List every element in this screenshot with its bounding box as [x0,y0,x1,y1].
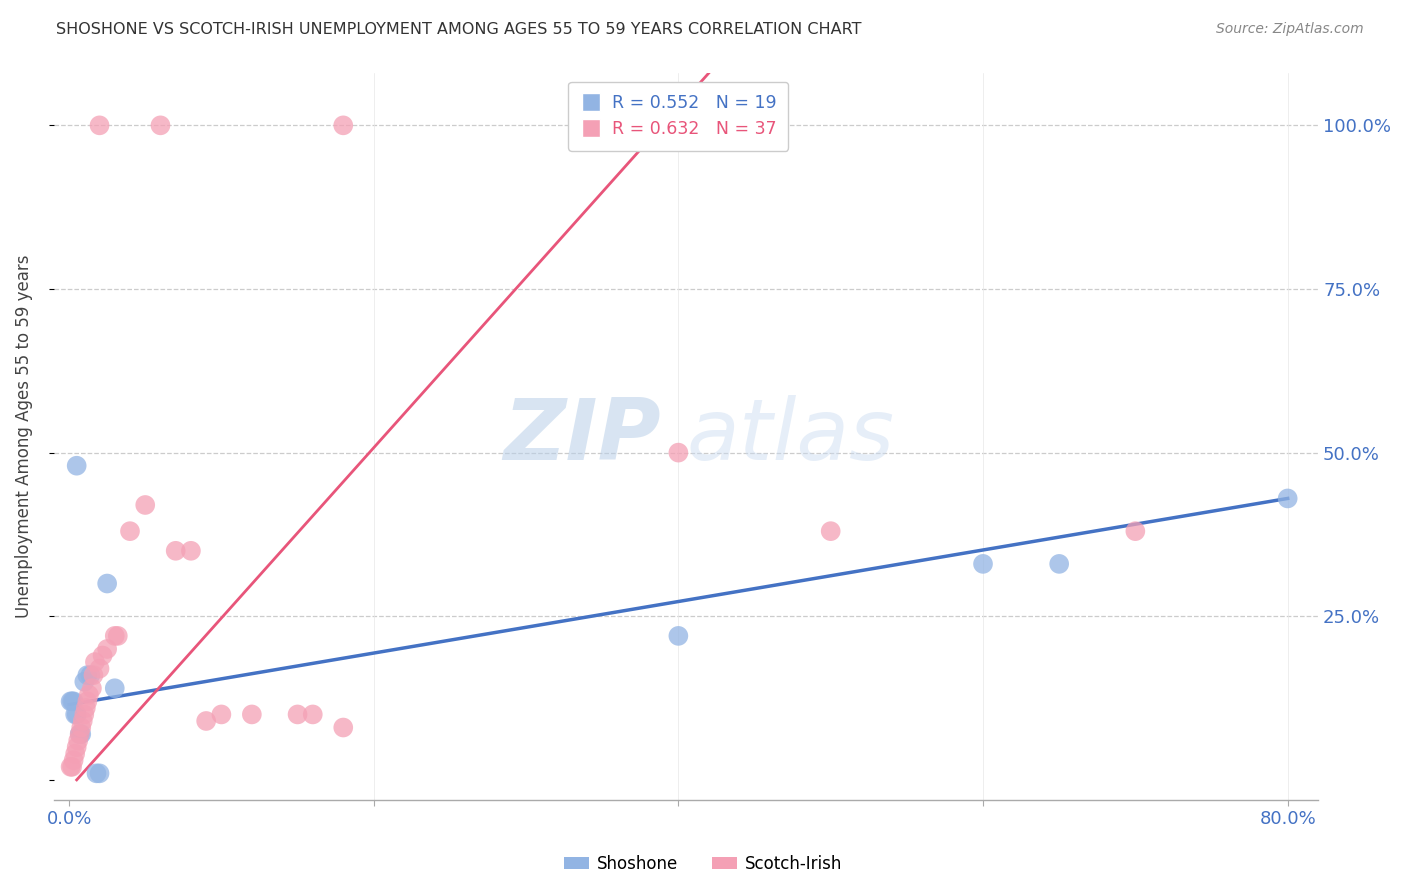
Text: ZIP: ZIP [503,395,661,478]
Point [76,668,98,682]
Point [89,662,111,676]
Point [66,707,89,722]
Legend: R = 0.552   N = 19, R = 0.632   N = 37: R = 0.552 N = 19, R = 0.632 N = 37 [568,82,789,151]
Point [70,721,93,735]
Point [63,747,86,761]
Text: Source: ZipAtlas.com: Source: ZipAtlas.com [1216,22,1364,37]
Point [332,119,354,133]
Point [63,707,86,722]
Point [67,733,90,747]
Point [80,681,103,696]
Point [240,707,263,722]
Point [1047,557,1070,571]
Point [195,714,218,728]
Point [666,445,689,459]
Point [59,760,82,774]
Point [66,458,89,473]
Point [86,766,108,780]
Point [89,766,111,780]
Point [75,701,97,715]
Point [104,681,127,696]
Y-axis label: Unemployment Among Ages 55 to 59 years: Unemployment Among Ages 55 to 59 years [15,254,32,618]
Point [301,707,323,722]
Point [73,674,96,689]
Point [84,655,107,669]
Point [66,740,89,755]
Point [76,694,98,708]
Point [134,498,156,512]
Point [107,629,129,643]
Point [72,714,94,728]
Point [666,629,689,643]
Point [59,694,82,708]
Point [820,524,842,538]
Point [1277,491,1299,506]
Point [70,727,93,741]
Point [104,629,127,643]
Point [62,694,84,708]
Text: atlas: atlas [686,395,894,478]
Point [62,753,84,767]
Point [972,557,994,571]
Legend: Shoshone, Scotch-Irish: Shoshone, Scotch-Irish [557,848,849,880]
Point [73,707,96,722]
Point [69,727,91,741]
Point [287,707,309,722]
Point [79,668,101,682]
Point [149,119,172,133]
Point [91,648,114,663]
Point [1125,524,1147,538]
Point [82,668,104,682]
Point [77,688,100,702]
Point [180,543,202,558]
Point [96,642,118,657]
Point [89,119,111,133]
Point [69,727,91,741]
Point [96,576,118,591]
Point [209,707,232,722]
Text: SHOSHONE VS SCOTCH-IRISH UNEMPLOYMENT AMONG AGES 55 TO 59 YEARS CORRELATION CHAR: SHOSHONE VS SCOTCH-IRISH UNEMPLOYMENT AM… [56,22,862,37]
Point [165,543,187,558]
Point [332,721,354,735]
Point [60,760,83,774]
Point [60,694,83,708]
Point [118,524,141,538]
